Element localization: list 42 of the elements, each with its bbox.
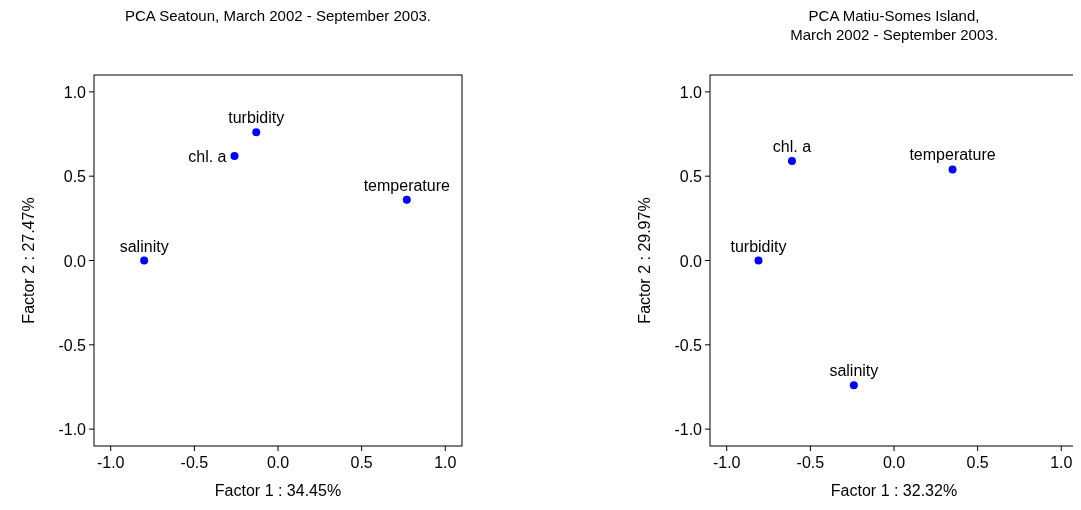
point <box>754 256 763 265</box>
x-tick-label: -0.5 <box>180 454 209 471</box>
x-tick-label: 1.0 <box>1050 454 1073 471</box>
x-axis-title: Factor 1 : 34.45% <box>214 482 342 499</box>
series-label: turbidity <box>228 109 285 127</box>
y-tick-label: -0.5 <box>58 336 87 354</box>
x-tick-label: -1.0 <box>712 454 741 471</box>
series-label: salinity <box>829 362 879 380</box>
point <box>948 165 957 174</box>
x-tick-label: 0.0 <box>882 454 906 471</box>
series-label: temperature <box>909 146 996 164</box>
y-tick-label: 0.0 <box>63 252 87 270</box>
series-label: chl. a <box>772 138 812 155</box>
series-label: chl. a <box>188 147 227 165</box>
series-label: turbidity <box>730 237 787 255</box>
y-tick-label: -0.5 <box>674 336 703 354</box>
y-tick-label: 0.0 <box>679 252 703 270</box>
x-tick-label: -1.0 <box>96 454 125 471</box>
x-tick-label: 1.0 <box>434 454 457 471</box>
y-axis-title: Factor 2 : 27.47% <box>20 197 37 324</box>
point <box>252 128 261 137</box>
series-label: temperature <box>363 176 451 194</box>
y-tick-label: 1.0 <box>679 83 703 101</box>
point <box>230 151 239 160</box>
y-tick-label: -1.0 <box>674 421 703 439</box>
point <box>402 195 411 204</box>
point <box>787 157 796 165</box>
x-tick-label: 0.5 <box>350 454 373 471</box>
y-tick-label: 0.5 <box>679 168 703 186</box>
series-label: salinity <box>119 237 169 255</box>
point <box>140 256 149 265</box>
x-tick-label: 0.5 <box>966 454 989 471</box>
point <box>849 381 858 390</box>
x-tick-label: 0.0 <box>266 454 290 471</box>
y-tick-label: -1.0 <box>58 421 87 439</box>
y-tick-label: 0.5 <box>63 168 87 186</box>
y-axis-title: Factor 2 : 29.97% <box>636 197 653 324</box>
chart-title: PCA Seatoun, March 2002 - September 2003. <box>124 7 432 24</box>
y-tick-label: 1.0 <box>63 83 87 101</box>
x-tick-label: -0.5 <box>796 454 825 471</box>
x-axis-title: Factor 1 : 32.32% <box>830 482 958 499</box>
chart-title: PCA Matiu-Somes Island, March 2002 - September 2003. <box>790 7 998 43</box>
